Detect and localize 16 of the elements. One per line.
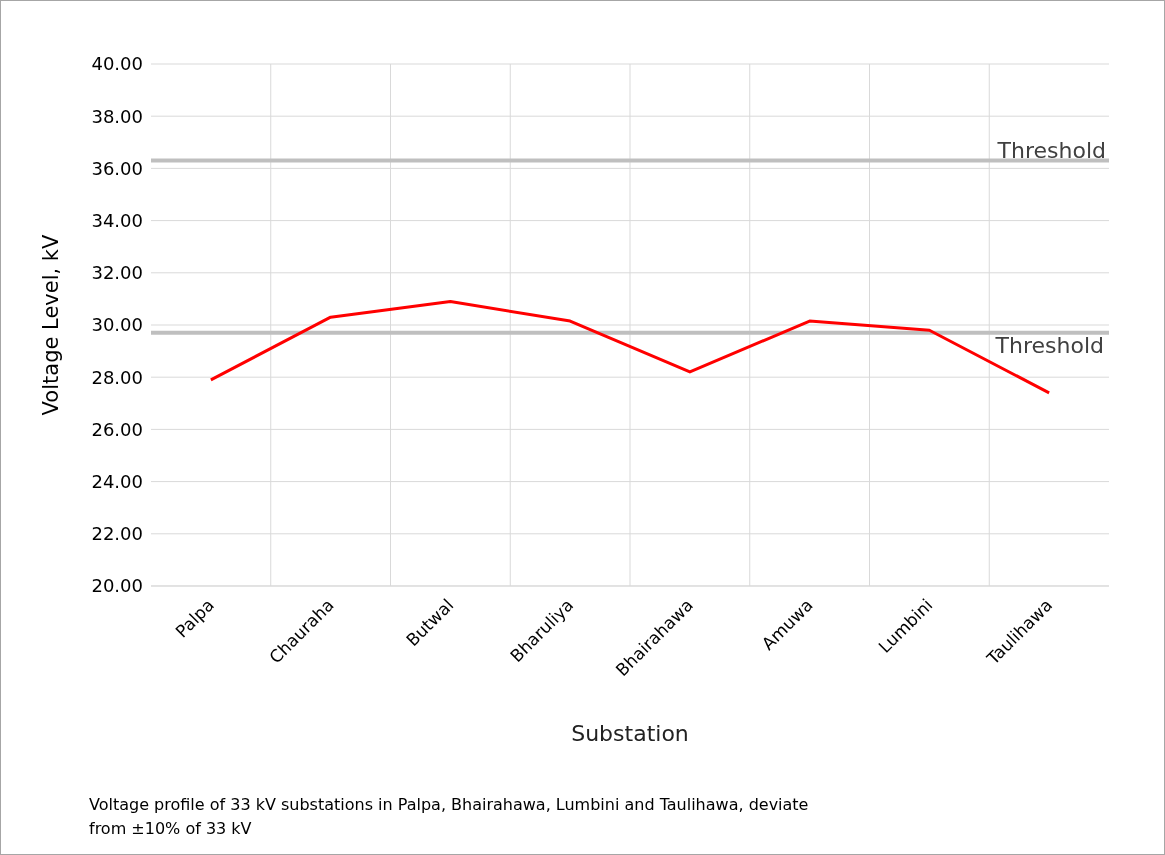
y-tick-label: 32.00 <box>91 262 143 284</box>
y-tick-label: 30.00 <box>91 314 143 336</box>
y-tick-label: 20.00 <box>91 575 143 597</box>
y-tick-label: 24.00 <box>91 470 143 492</box>
x-axis-title: Substation <box>571 721 689 746</box>
y-axis-title: Voltage Level, kV <box>39 233 64 416</box>
ref-line-label: Threshold <box>994 333 1104 359</box>
y-tick-label: 36.00 <box>91 157 143 179</box>
y-tick-label: 26.00 <box>91 418 143 440</box>
ref-line-label: Threshold <box>996 137 1106 163</box>
y-tick-label: 34.00 <box>91 209 143 231</box>
y-tick-label: 38.00 <box>91 105 143 127</box>
y-tick-label: 22.00 <box>91 523 143 545</box>
y-tick-label: 40.00 <box>91 53 143 75</box>
y-tick-label: 28.00 <box>91 366 143 388</box>
text: Voltage profile of 33 kV substations in Palpa, Bhairahawa, Lumbini and Taulihawa, deviate from ±10% of 33 kV <box>89 794 809 840</box>
